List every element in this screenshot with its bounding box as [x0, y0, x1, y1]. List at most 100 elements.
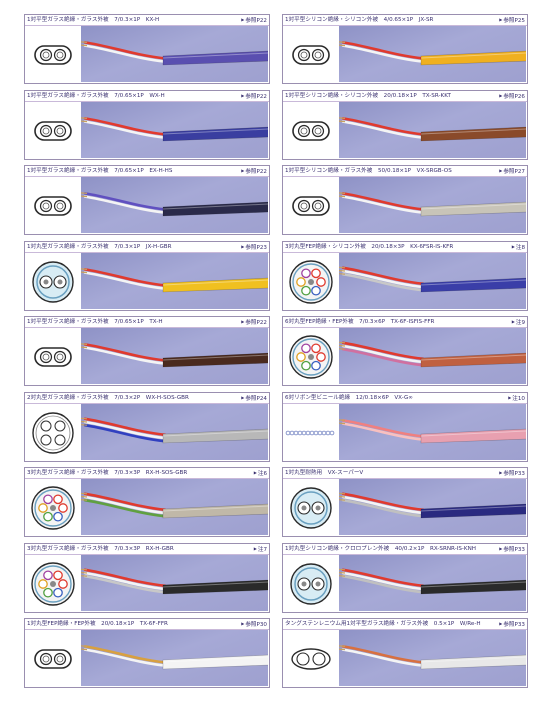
cable-card: 1対平型シリコン絶縁・ガラス外被 50/0.18×1P VX-SRGB-OS 参照…: [282, 165, 528, 235]
cable-photo: [339, 328, 526, 384]
cable-photo: [339, 26, 526, 82]
cable-title: 1対平型ガラス絶縁・ガラス外被 7/0.65×1P WX-H: [27, 92, 165, 99]
page-reference: 注10: [508, 393, 525, 403]
page-reference: 参照P23: [241, 242, 267, 252]
cross-section-diagram: [26, 252, 80, 310]
card-header: 1対丸型ガラス絶縁・ガラス外被 7/0.3×1P JX-H-GBR 参照P23: [25, 241, 269, 253]
cross-section-diagram: [284, 26, 338, 83]
cable-card: 6対丸型FEP絶縁・FEP外被 7/0.3×6P TX-6F-ISFIS-FFR…: [282, 316, 528, 386]
cable-title: 2対丸型ガラス絶縁・ガラス外被 7/0.3×2P WX-H-SOS-GBR: [27, 394, 189, 401]
cable-photo: [81, 554, 268, 611]
cable-card: 1対丸型FEP絶縁・FEP外被 20/0.18×1P TX-6F-FFR 参照P3…: [24, 618, 270, 688]
page-reference: 注7: [254, 544, 267, 554]
card-header: 2対丸型ガラス絶縁・ガラス外被 7/0.3×2P WX-H-SOS-GBR 参照P…: [25, 392, 269, 404]
cable-card: 1対平型シリコン絶縁・シリコン外被 4/0.65×1P JX-SR 参照P25: [282, 14, 528, 84]
cable-card: 6対リボン型ビニール絶縁 12/0.18×6P VX-G∞ 注10: [282, 391, 528, 462]
card-header: 3対丸型FEP絶縁・シリコン外被 20/0.18×3P KX-6FSR-IS-K…: [283, 241, 527, 253]
cross-section-diagram: [284, 177, 338, 234]
page-reference: 参照P22: [241, 166, 267, 176]
cross-section-diagram: [284, 403, 338, 461]
cable-title: 1対平型ガラス絶縁・ガラス外被 7/0.65×1P TX-H: [27, 319, 163, 325]
cross-section-diagram: [26, 554, 80, 612]
page-reference: 参照P30: [241, 619, 267, 629]
cable-title: 6対丸型FEP絶縁・FEP外被 7/0.3×6P TX-6F-ISFIS-FFR: [285, 319, 435, 325]
cable-photo: [339, 177, 526, 233]
cable-photo: [339, 630, 526, 686]
cable-card: 1対平型ガラス絶縁・ガラス外被 7/0.65×1P WX-H 参照P22: [24, 89, 270, 160]
cable-card: 1対平型ガラス絶縁・ガラス外被 7/0.65×1P TX-H 参照P22: [24, 316, 270, 386]
cable-photo: [81, 101, 268, 158]
cable-title: 1対平型シリコン絶縁・ガラス外被 50/0.18×1P VX-SRGB-OS: [285, 168, 452, 174]
card-header: 1対平型ガラス絶縁・ガラス外被 7/0.65×1P WX-H 参照P22: [25, 90, 269, 102]
cable-title: 1対平型シリコン絶縁・シリコン外被 20/0.18×1P TX-SR-KKT: [285, 92, 451, 99]
cable-photo: [81, 252, 268, 309]
cross-section-diagram: [284, 328, 338, 385]
card-header: 3対丸型ガラス絶縁・ガラス外被 7/0.3×3P RX-H-GBR 注7: [25, 543, 269, 555]
cable-photo: [339, 101, 526, 158]
card-header: 1対平型シリコン絶縁・シリコン外被 4/0.65×1P JX-SR 参照P25: [283, 15, 527, 26]
cross-section-diagram: [26, 630, 80, 687]
card-header: 1対丸型耐熱用 VX-スーパーV 参照P33: [283, 468, 527, 479]
cross-section-diagram: [284, 101, 338, 159]
page-reference: 参照P22: [241, 317, 267, 327]
card-header: 6対丸型FEP絶縁・FEP外被 7/0.3×6P TX-6F-ISFIS-FFR…: [283, 317, 527, 328]
cable-photo: [81, 328, 268, 384]
card-header: タングステンレニウム用1対平型ガラス絶縁・ガラス外被 0.5×1P W/Re-H…: [283, 619, 527, 630]
cable-title: 3対丸型FEP絶縁・シリコン外被 20/0.18×3P KX-6FSR-IS-K…: [285, 243, 454, 250]
page-reference: 参照P26: [499, 91, 525, 101]
cable-title: 1対丸型ガラス絶縁・ガラス外被 7/0.3×1P JX-H-GBR: [27, 243, 172, 250]
cable-card: 3対丸型ガラス絶縁・ガラス外被 7/0.3×3P RX-H-GBR 注7: [24, 542, 270, 613]
cable-photo: [81, 177, 268, 233]
card-header: 3対丸型ガラス絶縁・ガラス外被 7/0.3×3P RX-H-SOS-GBR 注6: [25, 468, 269, 479]
cross-section-diagram: [26, 101, 80, 159]
cable-card: 1対丸型ガラス絶縁・ガラス外被 7/0.3×1P JX-H-GBR 参照P23: [24, 240, 270, 311]
cross-section-diagram: [284, 252, 338, 310]
card-header: 6対リボン型ビニール絶縁 12/0.18×6P VX-G∞ 注10: [283, 392, 527, 404]
cable-photo: [81, 479, 268, 535]
cable-photo: [81, 630, 268, 686]
cable-card: 3対丸型ガラス絶縁・ガラス外被 7/0.3×3P RX-H-SOS-GBR 注6: [24, 467, 270, 537]
cable-title: 3対丸型ガラス絶縁・ガラス外被 7/0.3×3P RX-H-SOS-GBR: [27, 470, 188, 476]
cable-card: 1対平型シリコン絶縁・シリコン外被 20/0.18×1P TX-SR-KKT 参照…: [282, 89, 528, 160]
cable-title: 1対平型シリコン絶縁・シリコン外被 4/0.65×1P JX-SR: [285, 17, 434, 23]
cable-photo: [81, 26, 268, 82]
cable-card: 1対丸型耐熱用 VX-スーパーV 参照P33: [282, 467, 528, 537]
page-reference: 注8: [512, 242, 525, 252]
cable-card: 1対丸型シリコン絶縁・クロロプレン外被 40/0.2×1P RX-SRNR-IS…: [282, 542, 528, 613]
card-header: 1対平型ガラス絶縁・ガラス外被 7/0.65×1P EX-H-HS 参照P22: [25, 166, 269, 177]
cable-photo: [339, 403, 526, 460]
cable-title: 1対平型ガラス絶縁・ガラス外被 7/0.65×1P EX-H-HS: [27, 168, 173, 174]
card-header: 1対平型シリコン絶縁・シリコン外被 20/0.18×1P TX-SR-KKT 参照…: [283, 90, 527, 102]
cable-title: 1対丸型シリコン絶縁・クロロプレン外被 40/0.2×1P RX-SRNR-IS…: [285, 545, 476, 552]
card-header: 1対丸型FEP絶縁・FEP外被 20/0.18×1P TX-6F-FFR 参照P3…: [25, 619, 269, 630]
page-reference: 参照P25: [499, 15, 525, 25]
cross-section-diagram: [284, 479, 338, 536]
cable-title: 1対丸型耐熱用 VX-スーパーV: [285, 470, 364, 476]
cable-title: 3対丸型ガラス絶縁・ガラス外被 7/0.3×3P RX-H-GBR: [27, 545, 174, 552]
cross-section-diagram: [26, 26, 80, 83]
page-reference: 参照P33: [499, 468, 525, 478]
page-reference: 参照P22: [241, 15, 267, 25]
cable-card: 1対平型ガラス絶縁・ガラス外被 7/0.3×1P KX-H 参照P22: [24, 14, 270, 84]
cable-photo: [339, 252, 526, 309]
cable-photo: [81, 403, 268, 460]
cable-card: タングステンレニウム用1対平型ガラス絶縁・ガラス外被 0.5×1P W/Re-H…: [282, 618, 528, 688]
page-reference: 参照P24: [241, 393, 267, 403]
cable-title: タングステンレニウム用1対平型ガラス絶縁・ガラス外被 0.5×1P W/Re-H: [285, 621, 481, 627]
cross-section-diagram: [284, 554, 338, 612]
cross-section-diagram: [26, 479, 80, 536]
card-header: 1対平型シリコン絶縁・ガラス外被 50/0.18×1P VX-SRGB-OS 参照…: [283, 166, 527, 177]
page-reference: 参照P33: [499, 544, 525, 554]
cable-card: 2対丸型ガラス絶縁・ガラス外被 7/0.3×2P WX-H-SOS-GBR 参照P…: [24, 391, 270, 462]
cable-photo: [339, 479, 526, 535]
cross-section-diagram: [26, 328, 80, 385]
cross-section-diagram: [26, 403, 80, 461]
cable-title: 1対平型ガラス絶縁・ガラス外被 7/0.3×1P KX-H: [27, 17, 160, 23]
card-header: 1対平型ガラス絶縁・ガラス外被 7/0.65×1P TX-H 参照P22: [25, 317, 269, 328]
page-reference: 注6: [254, 468, 267, 478]
page-reference: 参照P33: [499, 619, 525, 629]
cable-title: 6対リボン型ビニール絶縁 12/0.18×6P VX-G∞: [285, 394, 413, 401]
cross-section-diagram: [26, 177, 80, 234]
cable-title: 1対丸型FEP絶縁・FEP外被 20/0.18×1P TX-6F-FFR: [27, 621, 168, 627]
page-reference: 参照P22: [241, 91, 267, 101]
